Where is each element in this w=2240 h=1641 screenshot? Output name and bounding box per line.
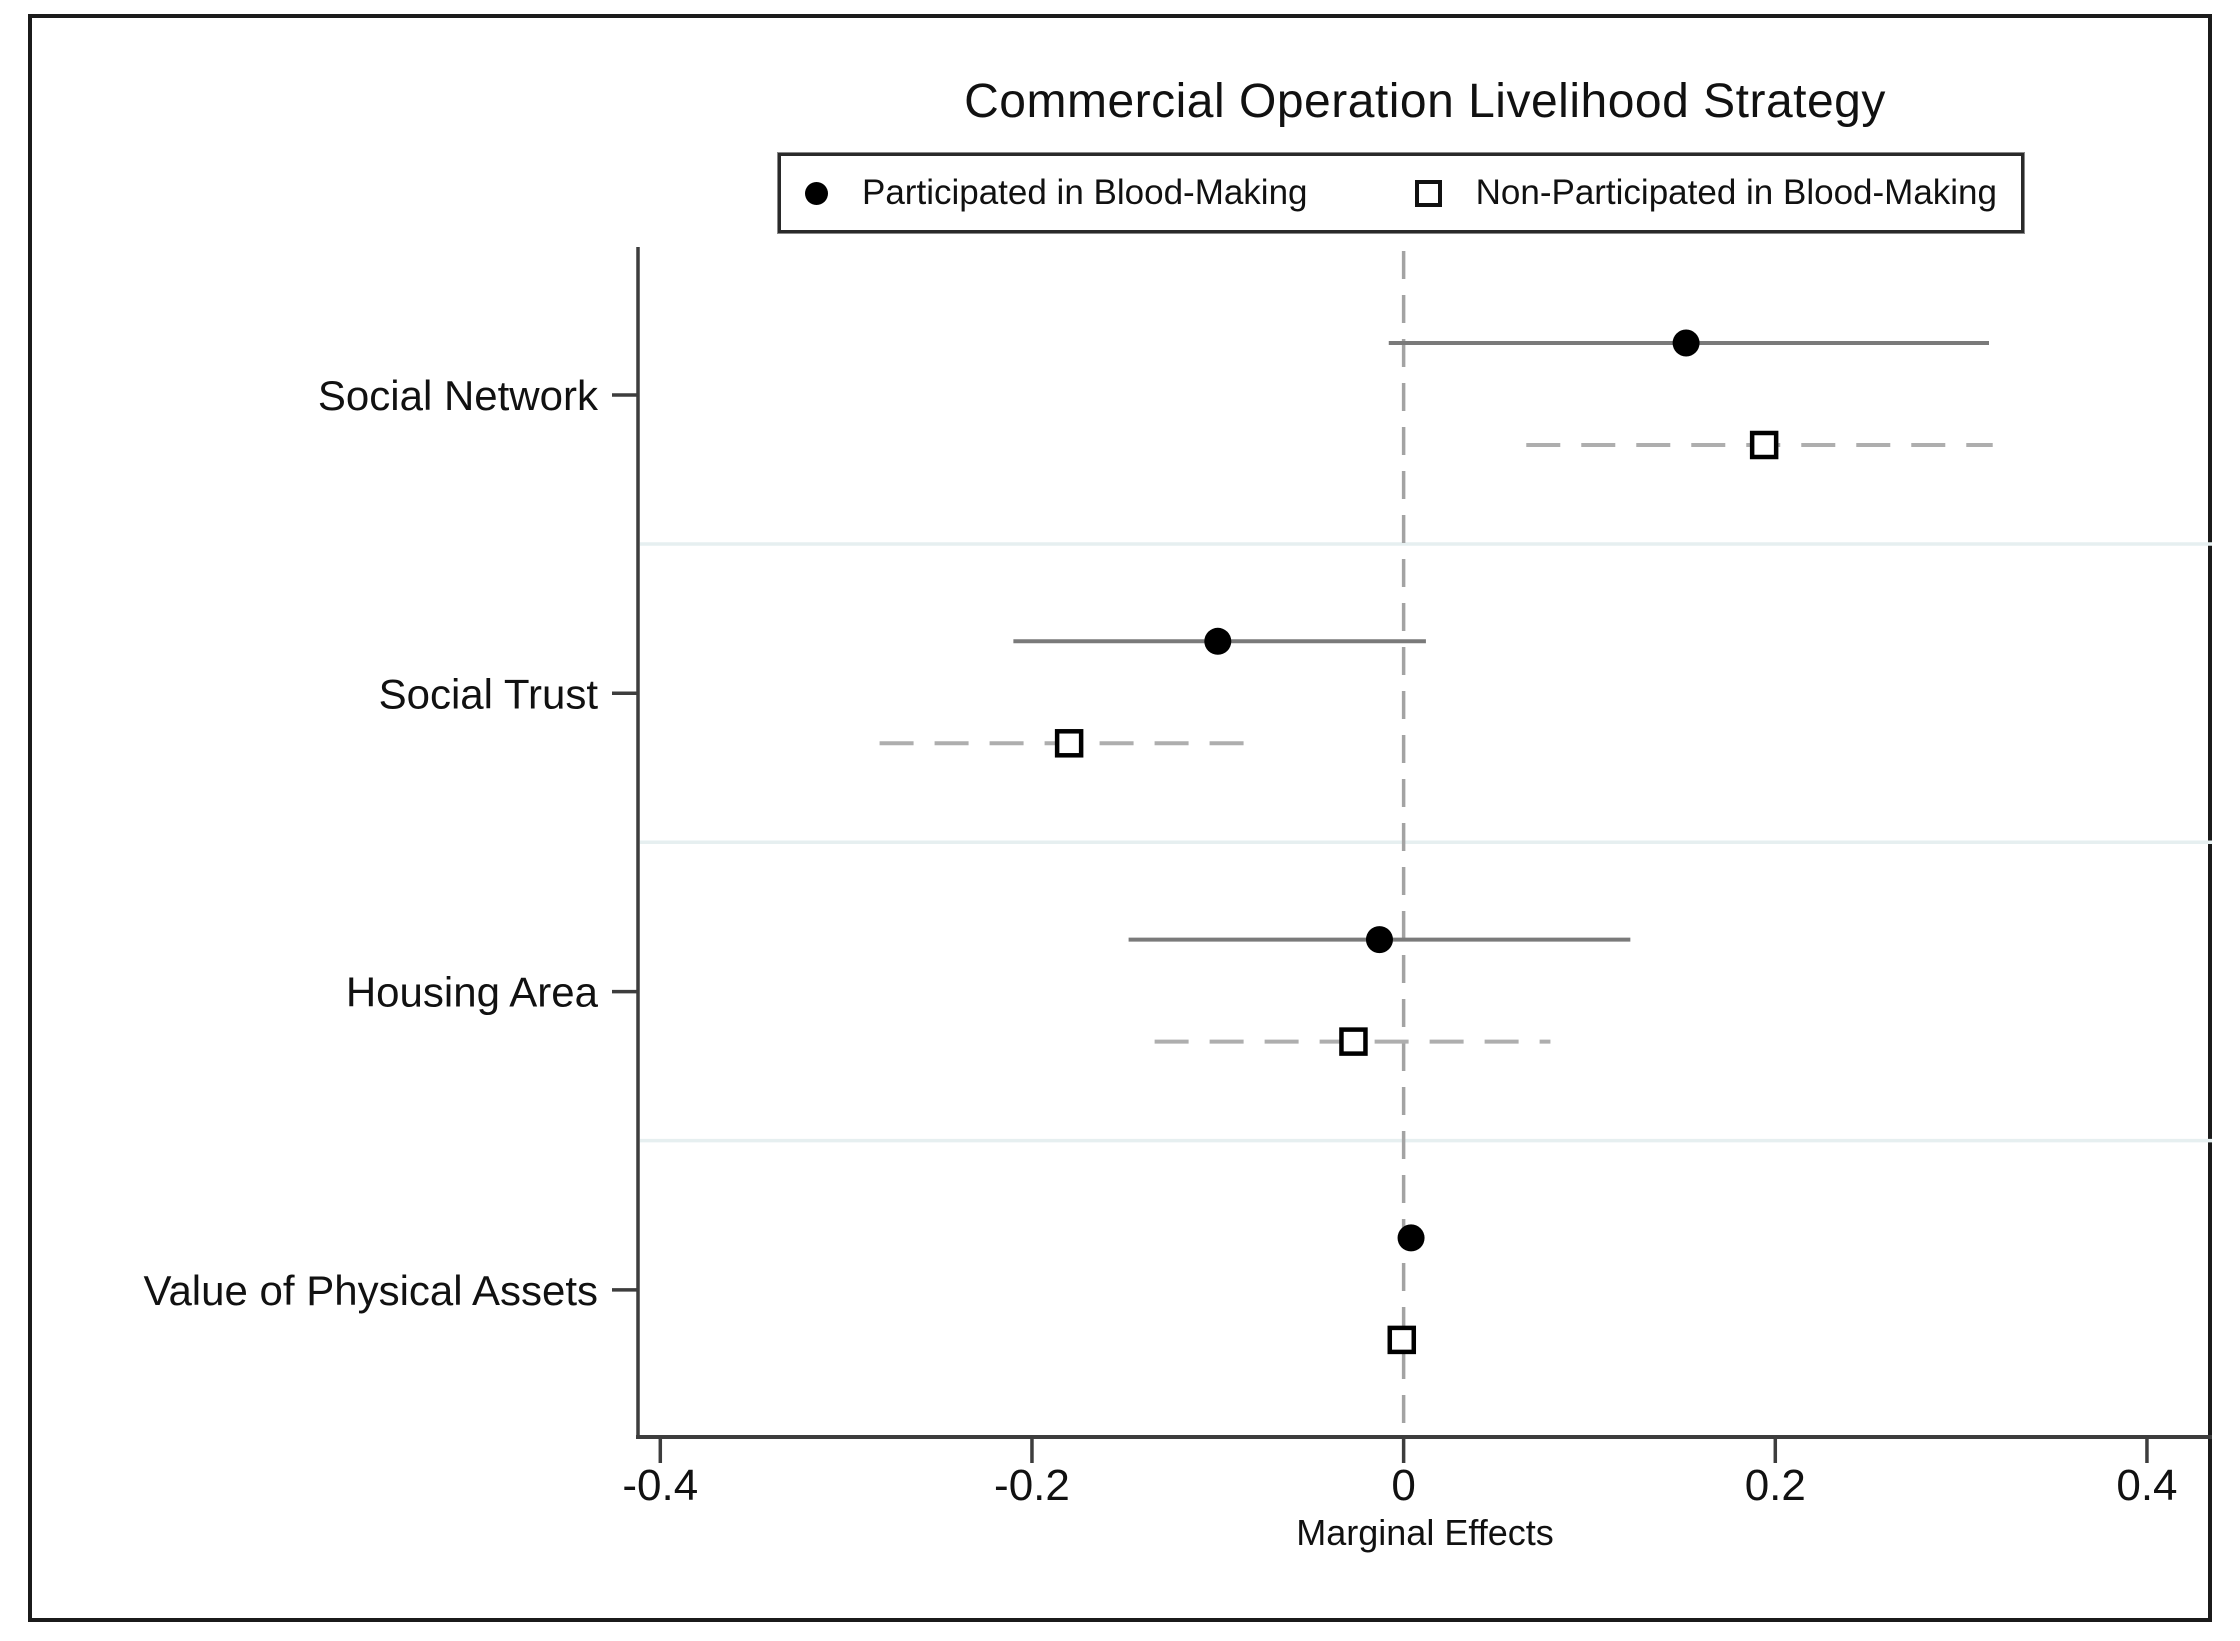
legend-entry-participated: Participated in Blood-Making <box>805 173 1308 213</box>
estimate-marker-open-square <box>1054 729 1084 758</box>
x-axis-tick-label: 0.2 <box>1745 1461 1806 1510</box>
legend-label-participated: Participated in Blood-Making <box>862 173 1308 212</box>
estimate-marker-filled-circle <box>1365 926 1393 954</box>
x-axis-tick-label: -0.4 <box>622 1461 698 1510</box>
estimate-marker-open-square <box>1339 1027 1368 1056</box>
y-axis-category-label: Social Trust <box>379 670 599 717</box>
y-axis-category-label: Social Network <box>318 372 599 419</box>
y-axis-category-label: Housing Area <box>346 969 599 1016</box>
estimate-marker-open-square <box>1749 430 1779 460</box>
x-axis-title: Marginal Effects <box>1296 1512 1553 1553</box>
figure-frame <box>28 14 2212 1622</box>
x-axis-tick-label: 0 <box>1391 1461 1415 1510</box>
estimate-marker-filled-circle <box>1672 329 1700 357</box>
estimate-marker-filled-circle <box>1204 627 1232 655</box>
y-axis-category-label: Value of Physical Assets <box>144 1267 598 1314</box>
estimate-marker-filled-circle <box>1397 1224 1425 1252</box>
legend: Participated in Blood-Making Non-Partici… <box>778 153 2024 233</box>
chart-title: Commercial Operation Livelihood Strategy <box>964 75 1886 128</box>
x-axis-tick-label: -0.2 <box>994 1461 1070 1510</box>
legend-entry-non-participated: Non-Participated in Blood-Making <box>1414 173 1997 213</box>
legend-label-non-participated: Non-Participated in Blood-Making <box>1475 173 1997 212</box>
x-axis-tick-label: 0.4 <box>2116 1461 2177 1510</box>
open-square-marker-icon <box>1414 179 1442 207</box>
estimate-marker-open-square <box>1387 1325 1417 1355</box>
filled-circle-marker-icon <box>805 181 828 205</box>
